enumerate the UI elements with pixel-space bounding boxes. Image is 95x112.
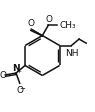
Text: O: O bbox=[46, 15, 53, 24]
Text: O: O bbox=[27, 19, 34, 28]
Text: +: + bbox=[16, 68, 22, 73]
Text: NH: NH bbox=[65, 49, 79, 58]
Text: O: O bbox=[17, 86, 24, 94]
Text: N: N bbox=[12, 64, 20, 73]
Text: O: O bbox=[0, 70, 7, 79]
Text: CH₃: CH₃ bbox=[60, 21, 76, 30]
Text: −: − bbox=[20, 85, 25, 91]
